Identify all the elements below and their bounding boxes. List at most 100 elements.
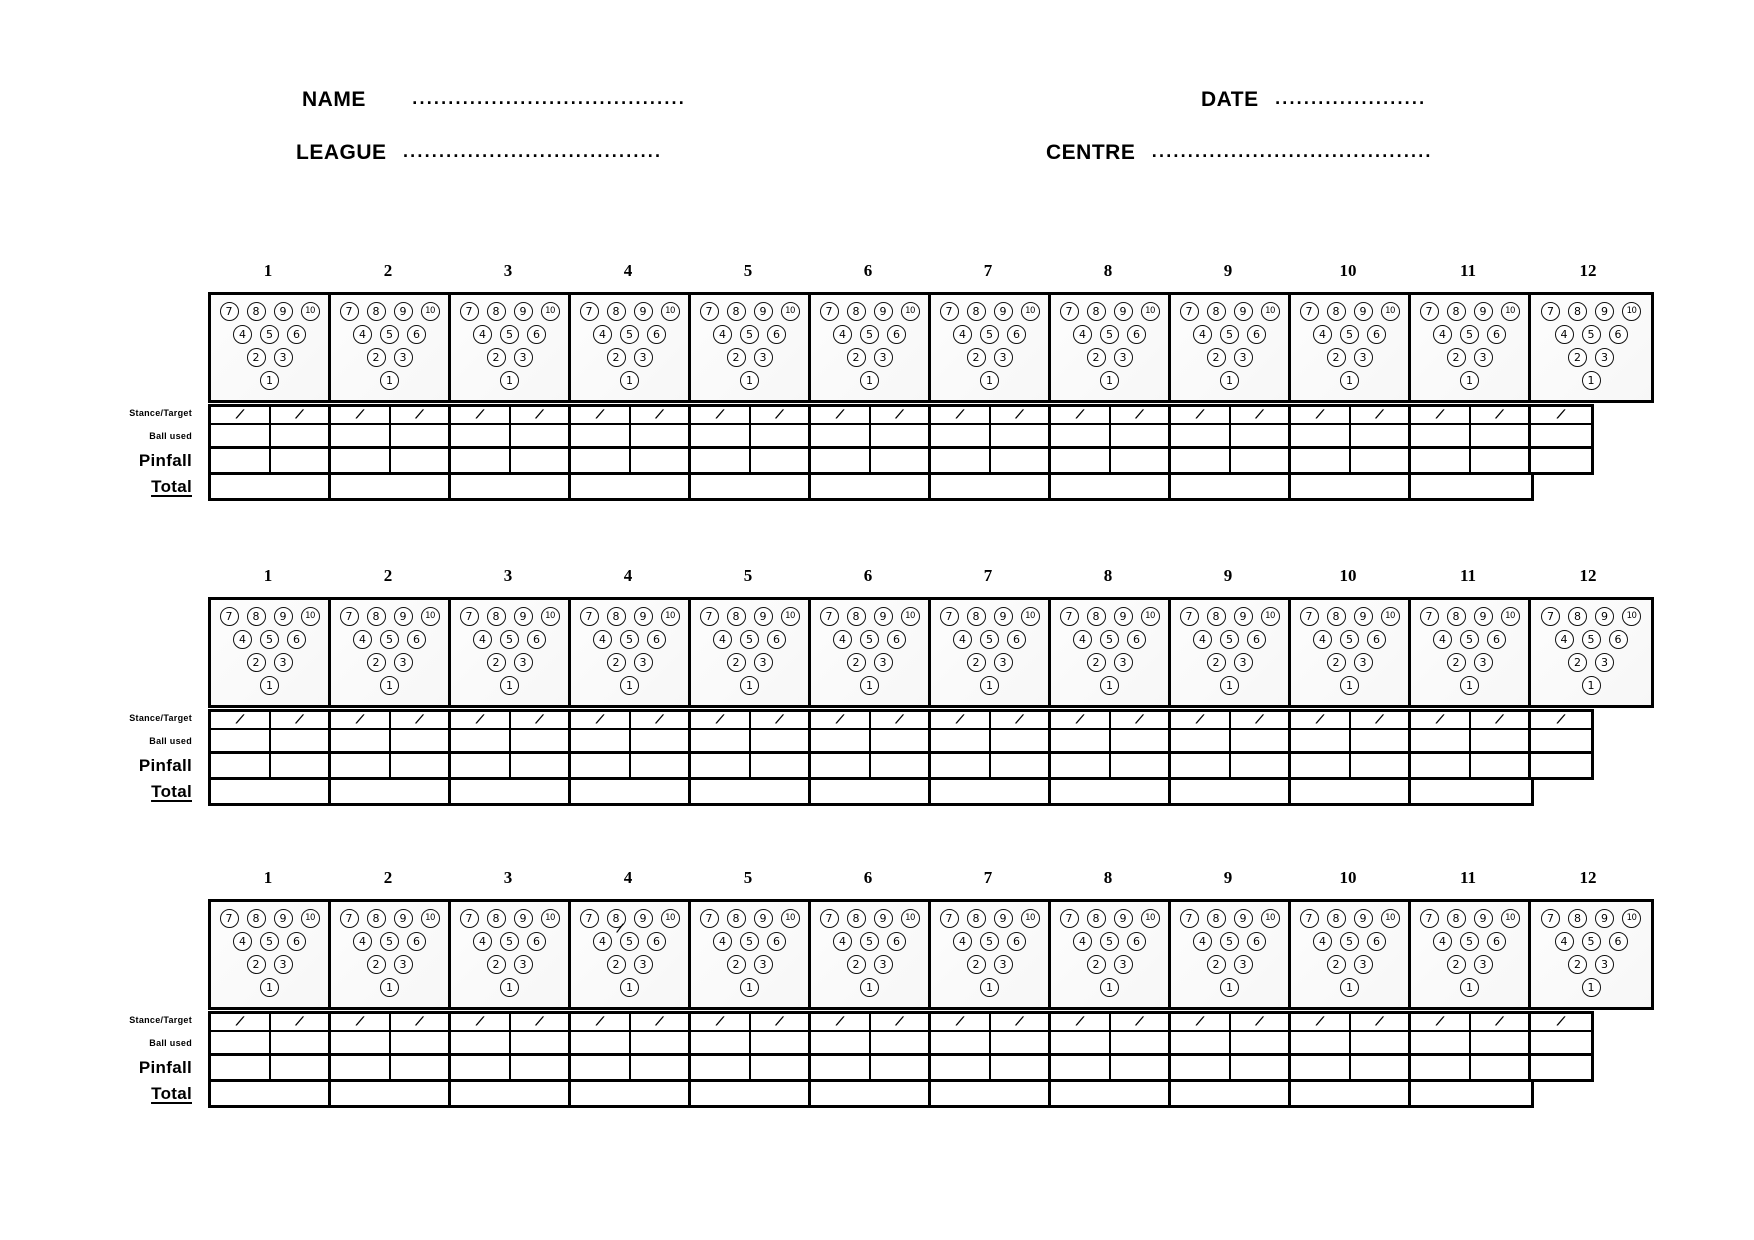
stance-cell: / [451,712,511,728]
ball-cell [631,730,691,751]
pin-row: 7 8 9 10 [1051,300,1168,323]
ball-cell [1351,1032,1411,1053]
pin-2-icon: 2 [966,653,986,672]
pin-4-icon: 4 [713,932,732,951]
pinfall-cell [931,449,991,472]
ball-cell [271,730,331,751]
pin-4-icon: 4 [593,932,612,951]
pin-9-icon: 9 [1113,909,1133,928]
total-cell [1051,780,1171,803]
pin-1-icon: 1 [980,978,999,997]
pin-10-icon: 10 [900,909,920,928]
stance-row: / / / / / / / / / / / / / / / / / / / / / / / [208,709,1594,730]
pin-3-icon: 3 [993,653,1013,672]
total-cell [331,475,451,498]
pin-1-icon: 1 [1340,371,1359,390]
stance-cell: / [751,407,811,423]
pin-2-icon: 2 [1086,348,1106,367]
pin-5-icon: 5 [1460,325,1479,344]
frame-box: 7 8 9 10 4 5 6 2 3 1 [331,295,451,400]
pin-4-icon: 4 [1554,325,1574,344]
frame-number: 9 [1223,261,1233,280]
pin-4-icon: 4 [953,630,972,649]
pin-4-icon: 4 [233,630,252,649]
ball-cell [691,1032,751,1053]
pin-3-icon: 3 [633,955,653,974]
total-cell [331,1082,451,1105]
pin-10-icon: 10 [1020,302,1040,321]
pinfall-row-label-text: Pinfall [138,756,192,775]
pin-8-icon: 8 [1326,607,1346,626]
pin-1-icon: 1 [1220,978,1239,997]
ball-cell [1291,1032,1351,1053]
stance-cell: / [1171,1014,1231,1030]
pin-2-icon: 2 [1326,955,1346,974]
date-field: DATE ..................... [1201,88,1426,112]
total-cell [211,475,331,498]
pinfall-cell [1051,754,1111,777]
pin-2-icon: 2 [1568,955,1587,974]
ball-cell [511,1032,571,1053]
pin-7-icon: 7 [1059,302,1079,321]
pin-5-icon: 5 [1100,630,1119,649]
pin-9-icon: 9 [1113,302,1133,321]
pinfall-cell [391,754,451,777]
pin-2-icon: 2 [1086,653,1106,672]
pinfall-cell [1291,1056,1351,1079]
pin-4-icon: 4 [1073,630,1092,649]
pin-2-icon: 2 [606,955,626,974]
stance-cell: / [451,1014,511,1030]
pin-4-icon: 4 [1433,932,1452,951]
frame-number: 10 [1339,868,1357,887]
pinfall-cell [451,449,511,472]
date-dotted-line: ..................... [1275,88,1427,108]
total-cell [931,780,1051,803]
frame-box: 7 8 9 10 4 5 6 2 3 1 [1291,295,1411,400]
pin-7-icon: 7 [819,909,839,928]
total-cell [211,1082,331,1105]
pinfall-cell [931,754,991,777]
name-field: NAME ...................................… [302,88,686,112]
pin-7-icon: 7 [699,909,719,928]
pin-10-icon: 10 [1260,607,1280,626]
pin-3-icon: 3 [633,653,653,672]
pin-7-icon: 7 [1179,302,1199,321]
ball-cell [871,1032,931,1053]
stance-cell: / [1531,1014,1591,1030]
stance-cell: / [1171,712,1231,728]
pin-9-icon: 9 [1595,302,1614,321]
pinfall-cell [1231,1056,1291,1079]
ball-cell [511,730,571,751]
frame-number: 9 [1223,868,1233,887]
pin-2-icon: 2 [486,653,506,672]
pin-4-icon: 4 [1313,932,1332,951]
total-cell [811,780,931,803]
pin-4-icon: 4 [833,325,852,344]
frame-number: 2 [383,868,393,887]
pin-3-icon: 3 [273,348,293,367]
pin-9-icon: 9 [993,302,1013,321]
frame-number: 11 [1459,261,1477,280]
ball-cell [331,1032,391,1053]
total-cell [811,475,931,498]
pin-10-icon: 10 [900,302,920,321]
pin-10-icon: 10 [660,909,680,928]
pin-1-icon: 1 [260,978,279,997]
frame-box: 7 8 9 10 4 5 6 2 3 1 [811,295,931,400]
pin-3-icon: 3 [1113,348,1133,367]
pin-9-icon: 9 [873,607,893,626]
ball-cell [691,425,751,446]
pin-5-icon: 5 [1340,932,1359,951]
pin-10-icon: 10 [1260,302,1280,321]
pinfall-cell [1411,1056,1471,1079]
ball-cell [331,730,391,751]
